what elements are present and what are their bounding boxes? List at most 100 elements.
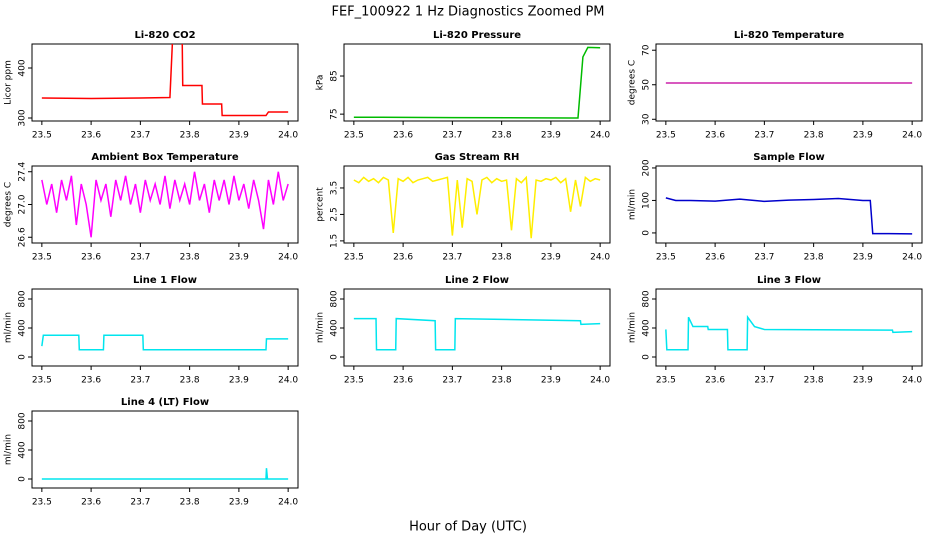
- plot-frame: [31, 288, 299, 367]
- y-tick-label: 100: [642, 192, 652, 209]
- x-tick-label: 23.8: [180, 498, 200, 508]
- panel-title: Li-820 Temperature: [734, 30, 844, 41]
- y-axis-title: degrees C: [628, 60, 638, 105]
- x-tick-label: 23.6: [81, 498, 101, 508]
- plot-frame: [343, 43, 611, 122]
- x-tick-label: 23.7: [754, 131, 774, 141]
- x-tick-label: 23.9: [541, 131, 561, 141]
- y-axis-title: ml/min: [316, 312, 326, 343]
- x-tick-label: 23.9: [229, 131, 249, 141]
- y-tick-label: 0: [330, 354, 340, 360]
- plot-frame: [31, 43, 299, 122]
- data-line: [353, 46, 601, 119]
- x-tick-label: 24.0: [902, 253, 922, 263]
- y-tick-label: 85: [330, 70, 340, 81]
- y-tick-label: 0: [18, 354, 28, 360]
- y-tick-label: 70: [642, 44, 652, 56]
- plot-frame: [343, 165, 611, 244]
- y-tick-label: 30: [642, 113, 652, 125]
- x-tick-label: 23.6: [705, 376, 725, 386]
- y-tick-label: 400: [642, 319, 652, 336]
- y-tick-label: 400: [18, 59, 28, 76]
- panel-title: Line 3 Flow: [757, 275, 821, 286]
- x-tick-label: 23.8: [180, 376, 200, 386]
- y-axis-title: ml/min: [4, 434, 14, 465]
- x-tick-label: 23.5: [32, 253, 52, 263]
- y-tick-label: 800: [18, 412, 28, 429]
- panel-title: Li-820 Pressure: [433, 30, 521, 41]
- x-tick-label: 23.6: [393, 131, 413, 141]
- x-tick-label: 23.8: [492, 376, 512, 386]
- data-line: [41, 468, 289, 480]
- x-tick-label: 24.0: [278, 498, 298, 508]
- y-tick-label: 800: [642, 290, 652, 307]
- data-line: [665, 314, 913, 351]
- y-tick-label: 2.5: [330, 207, 340, 221]
- panel-title: Line 2 Flow: [445, 275, 509, 286]
- x-tick-label: 23.9: [853, 376, 873, 386]
- y-tick-label: 50: [642, 79, 652, 91]
- x-tick-label: 23.6: [393, 253, 413, 263]
- x-tick-label: 24.0: [590, 253, 610, 263]
- x-tick-label: 24.0: [590, 131, 610, 141]
- x-tick-label: 23.5: [32, 376, 52, 386]
- data-line: [41, 334, 289, 351]
- y-axis-title: kPa: [316, 75, 326, 91]
- x-tick-label: 23.8: [492, 131, 512, 141]
- x-tick-label: 23.5: [656, 253, 676, 263]
- x-tick-label: 24.0: [278, 131, 298, 141]
- x-tick-label: 23.5: [32, 131, 52, 141]
- y-axis-title: ml/min: [4, 312, 14, 343]
- x-tick-label: 23.9: [541, 253, 561, 263]
- y-tick-label: 300: [18, 109, 28, 126]
- x-tick-label: 23.7: [130, 253, 150, 263]
- y-tick-label: 0: [642, 230, 652, 236]
- data-line: [41, 44, 289, 117]
- x-tick-label: 23.8: [804, 131, 824, 141]
- plot-frame: [655, 288, 923, 367]
- x-tick-label: 23.6: [393, 376, 413, 386]
- y-axis-title: degrees C: [4, 182, 14, 227]
- x-axis-title: Hour of Day (UTC): [409, 520, 527, 535]
- y-tick-label: 27.4: [18, 161, 28, 181]
- y-tick-label: 400: [18, 441, 28, 458]
- x-tick-label: 23.7: [442, 376, 462, 386]
- data-line: [41, 171, 289, 238]
- x-tick-label: 23.6: [81, 376, 101, 386]
- plot-frame: [343, 288, 611, 367]
- panel-title: Gas Stream RH: [435, 152, 520, 163]
- x-tick-label: 24.0: [590, 376, 610, 386]
- plot-frame: [655, 165, 923, 244]
- y-tick-label: 200: [642, 159, 652, 176]
- x-tick-label: 24.0: [278, 253, 298, 263]
- data-line: [353, 317, 601, 351]
- x-tick-label: 23.5: [656, 131, 676, 141]
- x-tick-label: 23.9: [853, 131, 873, 141]
- x-tick-label: 23.8: [492, 253, 512, 263]
- page-title: FEF_100922 1 Hz Diagnostics Zoomed PM: [331, 5, 604, 20]
- x-tick-label: 23.7: [754, 376, 774, 386]
- x-tick-label: 24.0: [902, 376, 922, 386]
- y-tick-label: 26.6: [18, 227, 28, 247]
- x-tick-label: 23.7: [130, 131, 150, 141]
- x-tick-label: 23.5: [344, 253, 364, 263]
- x-tick-label: 23.7: [442, 253, 462, 263]
- panel-title: Line 4 (LT) Flow: [121, 397, 209, 408]
- y-tick-label: 27.0: [18, 194, 28, 214]
- data-line: [353, 175, 601, 239]
- y-tick-label: 400: [18, 319, 28, 336]
- x-tick-label: 24.0: [902, 131, 922, 141]
- x-tick-label: 23.9: [853, 253, 873, 263]
- x-tick-label: 23.9: [229, 253, 249, 263]
- x-tick-label: 23.7: [754, 253, 774, 263]
- x-tick-label: 23.5: [344, 376, 364, 386]
- x-tick-label: 23.8: [804, 376, 824, 386]
- x-tick-label: 23.6: [81, 253, 101, 263]
- x-tick-label: 23.6: [81, 131, 101, 141]
- y-axis-title: ml/min: [628, 312, 638, 343]
- x-tick-label: 23.7: [130, 376, 150, 386]
- x-tick-label: 23.9: [229, 376, 249, 386]
- y-axis-title: percent: [316, 187, 326, 222]
